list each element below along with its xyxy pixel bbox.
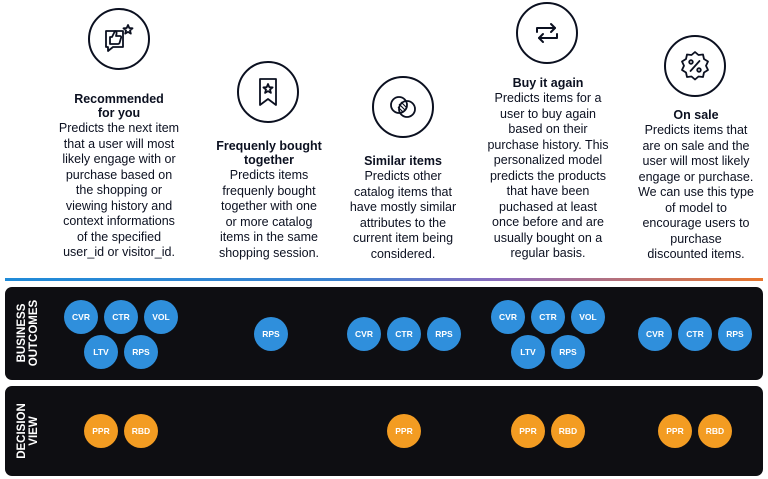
column-buy-it-again: Buy it again Predicts items for a user t… [474,76,622,262]
metric-badge-ltv: LTV [511,335,545,369]
decision-badge-rbd: RBD [698,414,732,448]
overlapping-circles-icon [390,96,416,118]
business-outcomes-band: BUSINESS OUTCOMES CVR CTR VOL LTV RPS RP… [5,287,763,380]
decision-badge-rbd: RBD [551,414,585,448]
icon-circle-recommended [88,8,150,70]
column-title: Frequenly bought together [216,139,322,167]
metric-badge-cvr: CVR [347,317,381,351]
metric-badge-cvr: CVR [64,300,98,334]
metric-badge-cvr: CVR [638,317,672,351]
metric-badge-rps: RPS [254,317,288,351]
column-title: On sale [673,108,719,122]
column-description: Predicts items for a user to buy again b… [487,91,609,260]
column-on-sale: On sale Predicts items that are on sale … [628,108,764,263]
column-description: Predicts other catalog items that have m… [349,169,457,261]
metric-badge-vol: VOL [144,300,178,334]
metric-badge-ctr: CTR [531,300,565,334]
gradient-divider [5,278,763,281]
metric-badge-vol: VOL [571,300,605,334]
column-description: Predicts items that are on sale and the … [638,123,754,261]
column-title: Buy it again [512,76,584,90]
repeat-arrows-icon [536,23,558,43]
decision-view-band: DECISION VIEW PPR RBD PPR PPR RBD PPR RB… [5,386,763,476]
bookmark-star-icon [259,78,277,106]
icon-circle-frequently-bought [237,61,299,123]
metric-badge-rps: RPS [718,317,752,351]
decision-badge-ppr: PPR [658,414,692,448]
discount-badge-icon [681,51,709,81]
business-outcomes-label: BUSINESS OUTCOMES [16,299,40,367]
column-description: Predicts the next item that a user will … [58,121,180,259]
column-frequently-bought: Frequenly bought together Predicts items… [198,139,340,261]
decision-badge-ppr: PPR [84,414,118,448]
thumbs-up-star-icon [105,24,134,52]
metric-badge-cvr: CVR [491,300,525,334]
decision-badge-ppr: PPR [511,414,545,448]
metric-badge-ltv: LTV [84,335,118,369]
icon-circle-buy-it-again [516,2,578,64]
column-description: Predicts items frequenly bought together… [218,168,320,260]
decision-view-label: DECISION VIEW [16,403,40,459]
decision-badge-ppr: PPR [387,414,421,448]
icon-circle-on-sale [664,35,726,97]
metric-badge-rps: RPS [124,335,158,369]
column-similar-items: Similar items Predicts other catalog ite… [335,154,471,262]
metric-badge-ctr: CTR [678,317,712,351]
metric-badge-ctr: CTR [387,317,421,351]
column-title: Recommended for you [74,92,164,120]
metric-badge-rps: RPS [551,335,585,369]
metric-badge-ctr: CTR [104,300,138,334]
metric-badge-rps: RPS [427,317,461,351]
icon-circle-similar-items [372,76,434,138]
decision-badge-rbd: RBD [124,414,158,448]
column-recommended: Recommended for you Predicts the next it… [46,92,192,261]
column-title: Similar items [364,154,442,168]
